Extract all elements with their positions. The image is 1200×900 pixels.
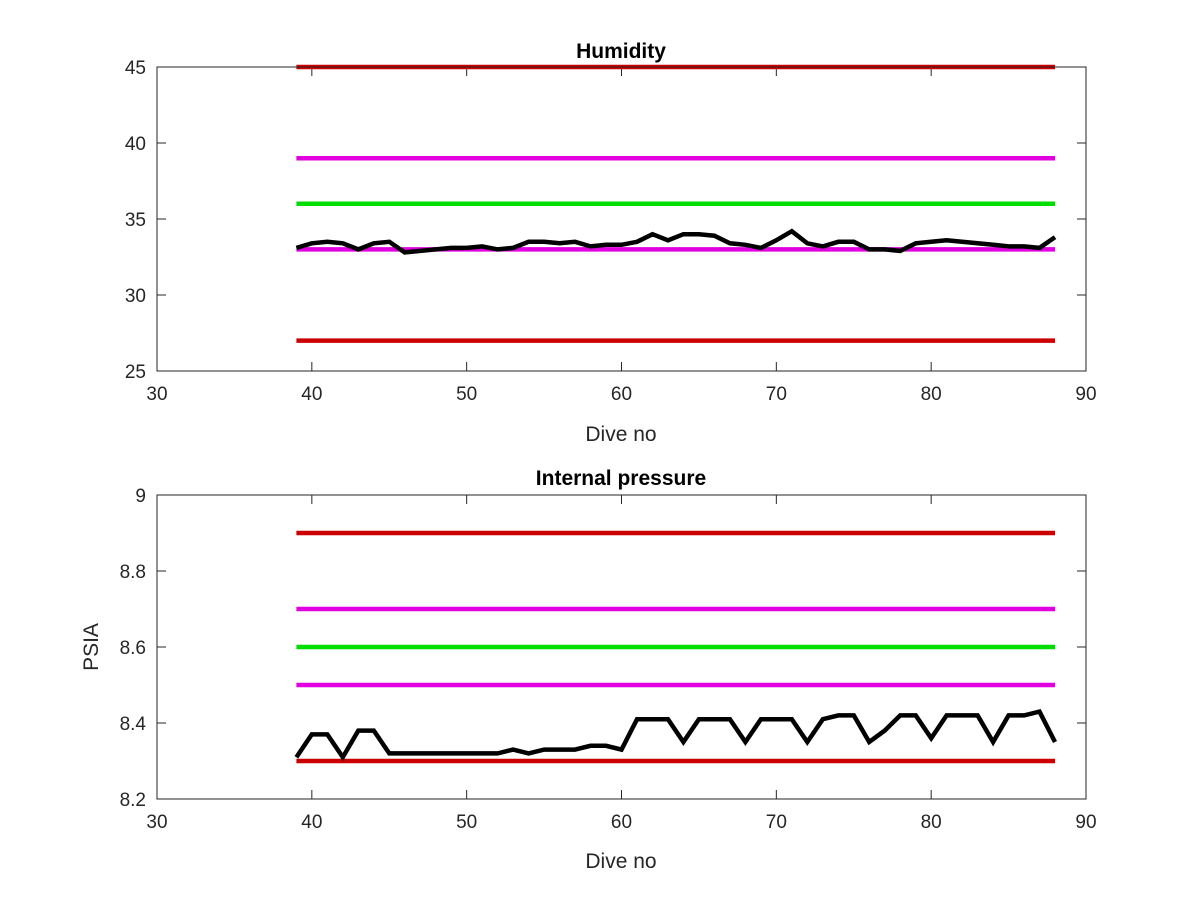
internal-pressure-x-tick-label: 70	[766, 812, 787, 833]
humidity-chart: Humidity Dive no 30 40 50 60 70 80 90253035404…	[125, 40, 1097, 446]
internal-pressure-x-tick-label: 40	[301, 812, 322, 833]
humidity-y-tick-label: 40	[125, 134, 146, 155]
humidity-x-tick-label: 70	[766, 384, 787, 405]
humidity-y-tick-label: 35	[125, 210, 146, 231]
internal-pressure-chart: Internal pressure Dive no PSIA 30 40 50 60 7…	[80, 467, 1097, 873]
internal-pressure-series	[294, 530, 1058, 764]
internal-pressure-measured-line	[294, 708, 1058, 762]
internal-pressure-plot-frame	[156, 494, 1087, 800]
humidity-y-tick-label: 25	[125, 362, 146, 383]
humidity-x-tick-label: 80	[921, 384, 942, 405]
internal-pressure-x-axis-label: Dive no	[585, 850, 656, 873]
internal-pressure-x-tick-label: 90	[1075, 812, 1096, 833]
humidity-measured-line	[295, 228, 1057, 255]
humidity-plot-frame	[156, 66, 1087, 372]
internal-pressure-x-tick-label: 80	[921, 812, 942, 833]
humidity-x-tick-label: 30	[146, 384, 167, 405]
internal-pressure-y-tick-label: 8.8	[120, 562, 146, 583]
humidity-y-tick-label: 30	[125, 286, 146, 307]
internal-pressure-y-tick-label: 8.2	[120, 790, 146, 811]
humidity-x-axis-label: Dive no	[585, 423, 656, 446]
humidity-x-tick-label: 40	[301, 384, 322, 405]
internal-pressure-axis-ticks: 30 40 50 60 70 80 90 8.2 8.4 8.6 8.8 9	[120, 486, 1097, 833]
internal-pressure-chart-title: Internal pressure	[536, 467, 706, 490]
humidity-chart-title: Humidity	[576, 40, 666, 63]
internal-pressure-x-tick-label: 60	[611, 812, 632, 833]
internal-pressure-y-tick-label: 8.4	[120, 714, 147, 735]
humidity-x-tick-label: 90	[1075, 384, 1096, 405]
humidity-x-tick-label: 50	[456, 384, 477, 405]
internal-pressure-x-tick-label: 50	[456, 812, 477, 833]
internal-pressure-y-tick-label: 9	[135, 486, 146, 507]
internal-pressure-y-axis-label: PSIA	[80, 623, 103, 671]
internal-pressure-y-tick-label: 8.6	[120, 638, 146, 659]
internal-pressure-x-tick-label: 30	[146, 812, 167, 833]
humidity-y-tick-label: 45	[125, 58, 146, 79]
humidity-x-tick-label: 60	[611, 384, 632, 405]
